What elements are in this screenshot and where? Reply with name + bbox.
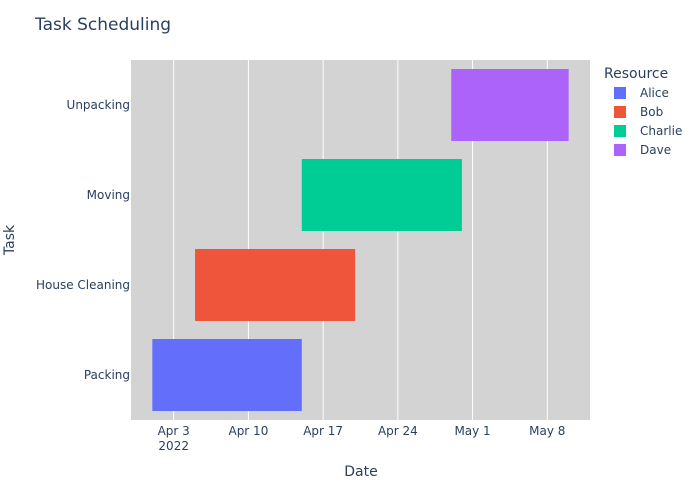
task-bar — [195, 249, 356, 321]
legend-label: Dave — [640, 143, 671, 157]
legend-label: Charlie — [640, 124, 682, 138]
y-tick-label: House Cleaning — [36, 278, 130, 292]
legend-swatch — [614, 87, 626, 99]
task-bar — [451, 69, 569, 141]
x-tick-label: May 8 — [529, 424, 565, 438]
x-tick-label: May 1 — [454, 424, 490, 438]
legend-label: Bob — [640, 105, 663, 119]
x-tick-label: Apr 17 — [303, 424, 343, 438]
legend-swatch — [614, 106, 626, 118]
y-tick-label: Unpacking — [67, 98, 130, 112]
chart-title: Task Scheduling — [34, 15, 171, 35]
x-tick-label: Apr 10 — [228, 424, 268, 438]
y-tick-label: Packing — [84, 368, 130, 382]
bars — [152, 69, 569, 411]
task-bar — [152, 339, 302, 411]
x-axis-title: Date — [344, 464, 377, 480]
legend-title: Resource — [604, 66, 668, 82]
x-tick-label: Apr 24 — [378, 424, 418, 438]
legend: Resource Alice Bob Charlie Dave — [604, 66, 682, 157]
legend-swatch — [614, 125, 626, 137]
y-axis-ticks: Packing House Cleaning Moving Unpacking — [36, 98, 130, 382]
y-tick-label: Moving — [87, 188, 130, 202]
task-bar — [301, 159, 462, 231]
legend-swatch — [614, 144, 626, 156]
legend-items: Alice Bob Charlie Dave — [614, 86, 682, 157]
x-tick-label: Apr 3 — [158, 424, 190, 438]
legend-label: Alice — [640, 86, 669, 100]
y-axis-title: Task — [2, 224, 18, 256]
x-tick-sublabel: 2022 — [158, 439, 189, 453]
